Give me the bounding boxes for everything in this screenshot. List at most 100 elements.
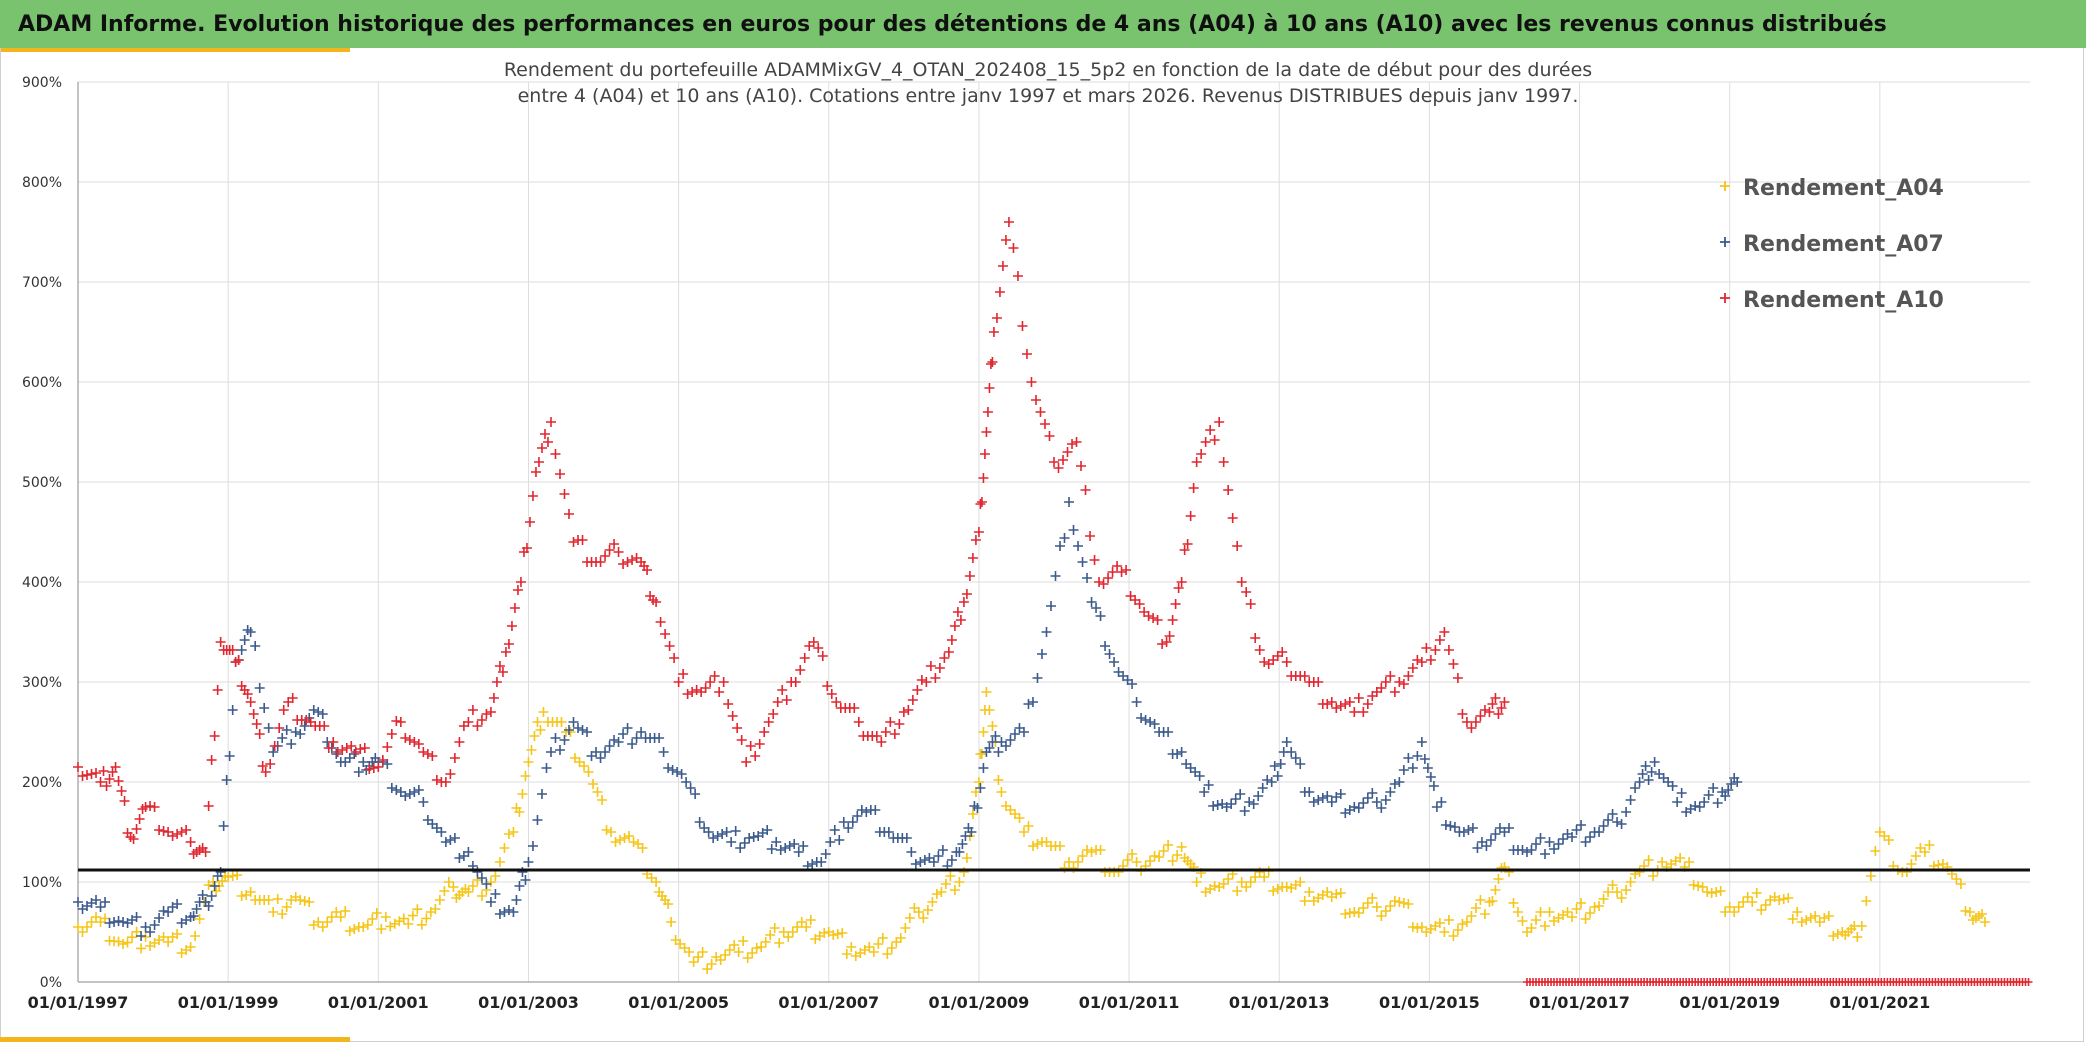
- x-tick-label: 01/01/2019: [1679, 993, 1780, 1012]
- data-point-a10: [472, 721, 483, 731]
- data-point-a04: [1452, 925, 1463, 935]
- data-point-a07: [1226, 799, 1237, 809]
- data-point-a04: [362, 920, 373, 930]
- data-point-a07: [816, 857, 827, 867]
- data-point-a04: [1358, 903, 1369, 913]
- data-point-a10: [215, 637, 226, 647]
- data-point-a07: [418, 797, 429, 807]
- data-point-a10: [853, 717, 864, 727]
- data-point-a04: [1576, 898, 1587, 908]
- data-point-a07: [73, 897, 83, 907]
- data-point-a10: [154, 825, 165, 835]
- data-point-a10: [1241, 587, 1252, 597]
- data-point-a10: [1112, 561, 1123, 571]
- data-point-a07: [681, 777, 692, 787]
- data-point-a10: [921, 677, 932, 687]
- data-point-a07: [987, 737, 998, 747]
- data-point-a10: [609, 539, 620, 549]
- data-point-a10: [364, 764, 375, 774]
- data-point-a04: [1281, 882, 1292, 892]
- data-point-a10: [467, 705, 478, 715]
- data-point-a04: [1331, 889, 1342, 899]
- y-tick-label: 200%: [22, 775, 62, 791]
- data-point-a07: [508, 907, 519, 917]
- data-point-a10: [985, 359, 996, 369]
- data-point-a04: [416, 919, 427, 930]
- legend-marker-a07: [1720, 237, 1730, 247]
- data-point-a10: [1344, 697, 1355, 707]
- data-point-a10: [691, 685, 702, 695]
- data-point-a07: [721, 827, 732, 837]
- data-point-a04: [1733, 902, 1744, 912]
- data-point-a07: [1732, 777, 1743, 787]
- data-point-a10: [110, 762, 121, 772]
- data-point-a04: [245, 887, 256, 897]
- data-point-a07: [1109, 657, 1120, 667]
- data-point-a10: [718, 677, 729, 687]
- data-point-a04: [684, 947, 695, 957]
- data-point-a10: [1425, 655, 1436, 665]
- data-point-a10: [1157, 639, 1168, 649]
- data-point-a10: [946, 635, 957, 645]
- data-point-a10: [1479, 705, 1490, 715]
- data-point-a10: [386, 729, 397, 739]
- data-point-a07: [1580, 837, 1591, 847]
- data-point-a04: [1697, 882, 1708, 892]
- data-point-a04: [532, 717, 543, 727]
- data-point-a04: [227, 871, 238, 881]
- y-tick-label: 300%: [22, 675, 62, 691]
- data-point-a07: [1131, 697, 1142, 707]
- data-point-a04: [340, 906, 351, 916]
- data-point-a04: [720, 950, 731, 960]
- data-point-a04: [538, 707, 549, 717]
- data-point-a10: [1353, 693, 1364, 703]
- x-tick-label: 01/01/1997: [28, 993, 129, 1012]
- data-point-a04: [724, 945, 735, 955]
- data-point-a07: [667, 765, 678, 775]
- data-point-a10: [994, 287, 1005, 297]
- data-point-a04: [236, 891, 247, 901]
- data-point-a07: [595, 753, 606, 763]
- data-point-a07: [1530, 839, 1541, 849]
- data-point-a10: [346, 741, 357, 751]
- legend-label-a10: Rendement_A10: [1743, 288, 1944, 313]
- data-point-a04: [918, 913, 929, 923]
- data-point-a10: [1421, 643, 1432, 653]
- data-point-a04: [1236, 877, 1247, 887]
- data-point-a04: [628, 837, 639, 847]
- data-point-a04: [163, 937, 174, 947]
- data-point-a10: [627, 555, 638, 565]
- data-point-a10: [871, 731, 882, 741]
- data-point-a07: [1295, 759, 1306, 769]
- data-point-a04: [520, 771, 531, 781]
- data-point-a04: [1032, 839, 1043, 849]
- data-point-a04: [523, 757, 534, 767]
- data-point-a07: [690, 789, 701, 799]
- data-point-a10: [991, 313, 1002, 323]
- data-point-a07: [1634, 777, 1645, 787]
- data-point-a10: [409, 737, 420, 747]
- data-point-a07: [197, 890, 208, 900]
- data-point-a04: [304, 897, 315, 907]
- data-point-a10: [1448, 659, 1459, 669]
- data-point-a10: [1012, 271, 1023, 281]
- data-point-a04: [1416, 922, 1427, 932]
- data-point-a10: [1003, 217, 1014, 227]
- data-point-a07: [1086, 597, 1097, 607]
- data-point-a07: [476, 873, 487, 883]
- data-point-a07: [1041, 627, 1052, 637]
- data-point-a07: [919, 855, 930, 865]
- data-point-a07: [1637, 769, 1648, 779]
- data-point-a07: [236, 645, 247, 655]
- data-point-a10: [1107, 567, 1118, 577]
- data-point-a04: [322, 917, 333, 927]
- data-point-a07: [1380, 795, 1391, 805]
- data-point-a10: [741, 757, 752, 767]
- data-point-a07: [600, 747, 611, 757]
- data-point-a07: [613, 737, 624, 747]
- legend-marker-a04: [1720, 181, 1730, 191]
- data-point-a10: [1214, 417, 1225, 427]
- data-point-a07: [1172, 749, 1183, 759]
- data-point-a07: [1018, 727, 1029, 737]
- data-point-a07: [1140, 715, 1151, 725]
